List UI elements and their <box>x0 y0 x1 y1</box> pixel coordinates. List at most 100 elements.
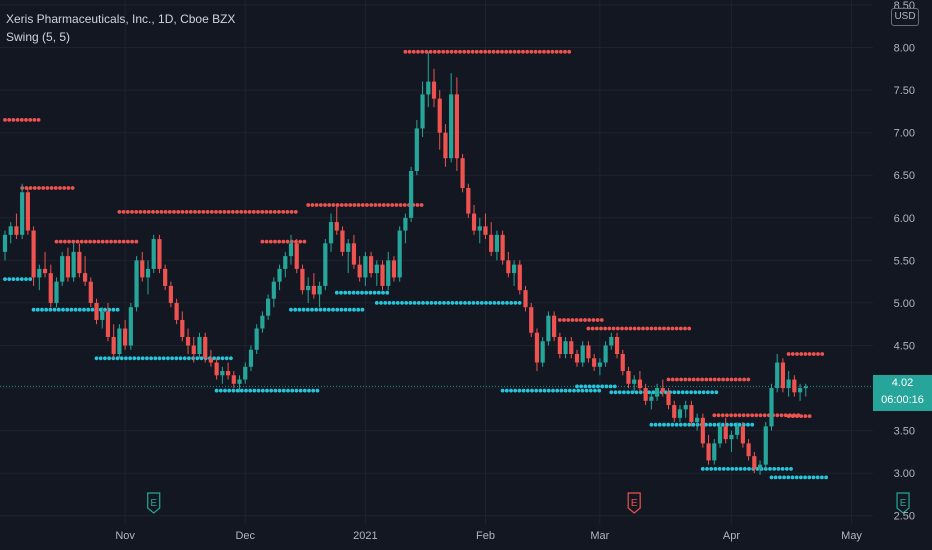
swing-dot <box>239 210 244 214</box>
swing-dot <box>706 390 710 395</box>
candle-body <box>409 170 414 218</box>
swing-dot <box>265 388 269 393</box>
swing-dot <box>683 326 687 331</box>
chart-legend: Xeris Pharmaceuticals, Inc., 1D, Cboe BZ… <box>6 10 235 46</box>
swing-dot <box>82 307 86 312</box>
swing-high-level <box>712 413 801 418</box>
swing-dot <box>355 290 360 295</box>
swing-dot <box>142 210 147 214</box>
swing-dot <box>387 301 392 305</box>
swing-dot <box>176 210 181 214</box>
swing-dot <box>62 186 67 190</box>
swing-dot <box>641 326 645 331</box>
candle-body <box>25 192 30 231</box>
candle-body <box>294 243 299 269</box>
swing-dot <box>161 356 166 361</box>
swing-dot <box>615 326 620 331</box>
candle <box>603 341 608 367</box>
swing-dot <box>115 307 120 312</box>
symbol-title[interactable]: Xeris Pharmaceuticals, Inc., 1D, Cboe BZ… <box>6 12 236 26</box>
swing-dot <box>302 239 307 244</box>
swing-dot <box>381 203 386 207</box>
swing-dot <box>746 422 750 427</box>
candle <box>77 243 82 278</box>
swing-dot <box>784 467 789 471</box>
swing-dot <box>344 203 348 207</box>
candle-body <box>723 426 728 440</box>
price-axis[interactable]: 8.508.007.507.006.506.005.505.004.504.00… <box>894 0 915 523</box>
swing-dot <box>799 414 804 418</box>
swing-dot <box>90 307 95 312</box>
time-tick-label: Dec <box>235 530 255 542</box>
candle-body <box>626 371 631 384</box>
candle <box>466 183 471 218</box>
swing-dot <box>286 388 290 393</box>
candle <box>677 405 683 423</box>
candle <box>517 260 522 295</box>
swing-low-level <box>769 475 828 480</box>
swing-dot <box>269 388 274 393</box>
swing-dot <box>3 118 7 122</box>
swing-dot <box>729 377 734 382</box>
swing-dot <box>100 239 105 244</box>
swing-high-level <box>666 377 751 382</box>
candle <box>214 358 219 380</box>
candle <box>225 362 231 380</box>
swing-dot <box>268 210 273 214</box>
candle-body <box>203 336 208 359</box>
candle <box>454 77 459 171</box>
swing-dot <box>775 413 780 418</box>
time-axis[interactable]: NovDec2021FebMarAprMayJun <box>115 530 932 542</box>
candle <box>82 256 88 286</box>
swing-dot <box>315 388 320 393</box>
indicator-title[interactable]: Swing (5, 5) <box>6 30 71 44</box>
swing-dot <box>716 413 721 418</box>
candle-body <box>740 426 745 444</box>
swing-dot <box>356 203 361 207</box>
swing-dot <box>488 301 493 305</box>
swing-dot <box>789 467 793 471</box>
candle <box>529 302 534 337</box>
candle-body <box>563 341 568 355</box>
swing-dot <box>807 414 812 418</box>
candle <box>100 307 105 329</box>
candle <box>654 383 660 401</box>
swing-dot <box>172 210 176 214</box>
swing-dot <box>500 301 505 305</box>
candle-body <box>20 192 25 235</box>
swing-dot <box>495 49 500 54</box>
swing-dot <box>672 390 677 395</box>
swing-dot <box>343 307 348 312</box>
swing-dot <box>11 118 16 122</box>
swing-dot <box>471 301 476 305</box>
swing-dot <box>786 475 791 480</box>
currency-badge[interactable]: USD <box>891 8 919 26</box>
swing-dot <box>400 301 404 305</box>
candle-body <box>483 226 488 235</box>
last-price-tag: 4.02 06:00:16 <box>873 375 932 411</box>
swing-dot <box>445 49 450 54</box>
swing-dot <box>243 210 248 214</box>
candle <box>8 222 13 244</box>
swing-dot <box>675 377 679 382</box>
candle-body <box>311 285 316 295</box>
candle-body <box>300 268 305 291</box>
swing-dot <box>385 290 390 295</box>
swing-dot <box>35 307 40 312</box>
swing-dot <box>734 467 739 471</box>
swing-dot <box>146 210 151 214</box>
swing-dot <box>558 49 563 54</box>
candle-body <box>700 417 705 444</box>
swing-dot <box>132 356 137 361</box>
swing-dot <box>41 186 46 190</box>
candle <box>243 362 248 384</box>
candle-body <box>757 464 763 469</box>
candle-body <box>460 158 465 189</box>
earnings-marker: E <box>896 492 910 514</box>
candle <box>42 251 48 278</box>
swing-dot <box>273 239 277 244</box>
candle <box>60 251 65 286</box>
swing-dot <box>591 384 596 389</box>
